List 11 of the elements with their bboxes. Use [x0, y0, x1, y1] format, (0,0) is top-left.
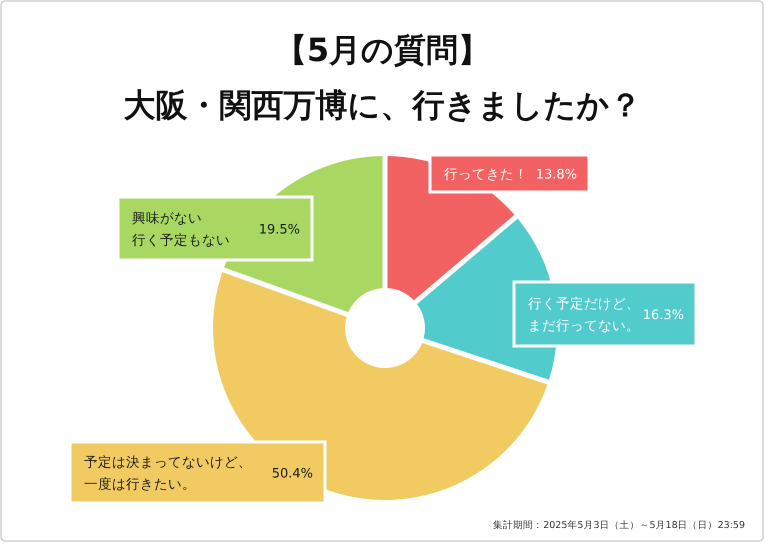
- data-label: 19.5%: [258, 222, 300, 238]
- text: 集計期間：2025年5月3日（土）～5月18日（日）23:59: [493, 519, 745, 531]
- data-label: 16.3%: [642, 308, 684, 323]
- chart-subtitle: 大阪・関西万博に、行きましたか？: [124, 86, 642, 124]
- slice-label: 行く予定だけど、まだ行ってない。: [528, 296, 640, 334]
- chart-title: 【5月の質問】: [274, 31, 490, 69]
- slice-label: 興味がない行く予定もない: [132, 210, 230, 248]
- data-label: 13.8%: [536, 168, 577, 182]
- slice-label: 行ってきた！: [444, 166, 528, 182]
- slice-label: 予定は決まってないけど、一度は行きたい。: [84, 454, 252, 492]
- data-label: 50.4%: [272, 466, 313, 482]
